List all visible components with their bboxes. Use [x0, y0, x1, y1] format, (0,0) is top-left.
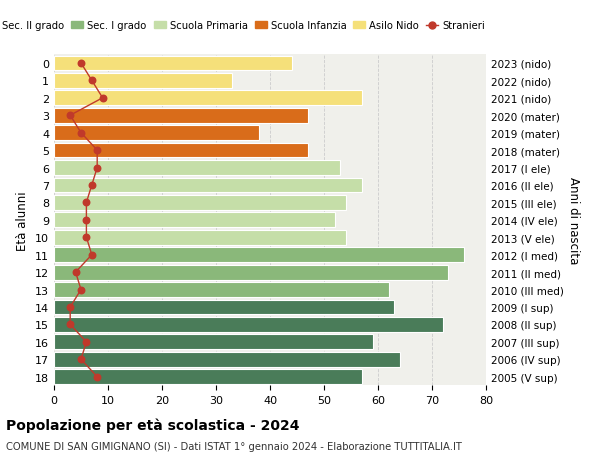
Point — [76, 60, 86, 67]
Bar — [54, 282, 389, 297]
Point — [82, 234, 91, 241]
Point — [82, 199, 91, 207]
Bar — [54, 230, 346, 245]
Point — [92, 164, 102, 172]
Bar — [54, 248, 464, 263]
Point — [65, 112, 75, 120]
Y-axis label: Anni di nascita: Anni di nascita — [568, 177, 580, 264]
Point — [87, 182, 97, 189]
Point — [82, 338, 91, 346]
Point — [71, 269, 80, 276]
Text: Popolazione per età scolastica - 2024: Popolazione per età scolastica - 2024 — [6, 418, 299, 432]
Bar — [54, 352, 400, 367]
Bar — [54, 196, 346, 210]
Bar — [54, 213, 335, 228]
Bar — [54, 143, 308, 158]
Bar — [54, 126, 259, 141]
Point — [76, 286, 86, 294]
Bar — [54, 161, 340, 175]
Point — [92, 147, 102, 154]
Point — [92, 373, 102, 381]
Bar — [54, 91, 362, 106]
Point — [76, 356, 86, 363]
Point — [87, 78, 97, 85]
Bar — [54, 74, 232, 89]
Point — [98, 95, 107, 102]
Point — [82, 217, 91, 224]
Bar — [54, 56, 292, 71]
Legend: Sec. II grado, Sec. I grado, Scuola Primaria, Scuola Infanzia, Asilo Nido, Stran: Sec. II grado, Sec. I grado, Scuola Prim… — [0, 17, 489, 35]
Point — [76, 130, 86, 137]
Bar — [54, 109, 308, 123]
Point — [87, 252, 97, 259]
Bar — [54, 335, 373, 349]
Bar — [54, 369, 362, 384]
Bar — [54, 265, 448, 280]
Point — [65, 321, 75, 328]
Text: COMUNE DI SAN GIMIGNANO (SI) - Dati ISTAT 1° gennaio 2024 - Elaborazione TUTTITA: COMUNE DI SAN GIMIGNANO (SI) - Dati ISTA… — [6, 441, 462, 451]
Bar — [54, 178, 362, 193]
Bar — [54, 317, 443, 332]
Y-axis label: Età alunni: Età alunni — [16, 190, 29, 250]
Bar — [54, 300, 394, 315]
Point — [65, 303, 75, 311]
